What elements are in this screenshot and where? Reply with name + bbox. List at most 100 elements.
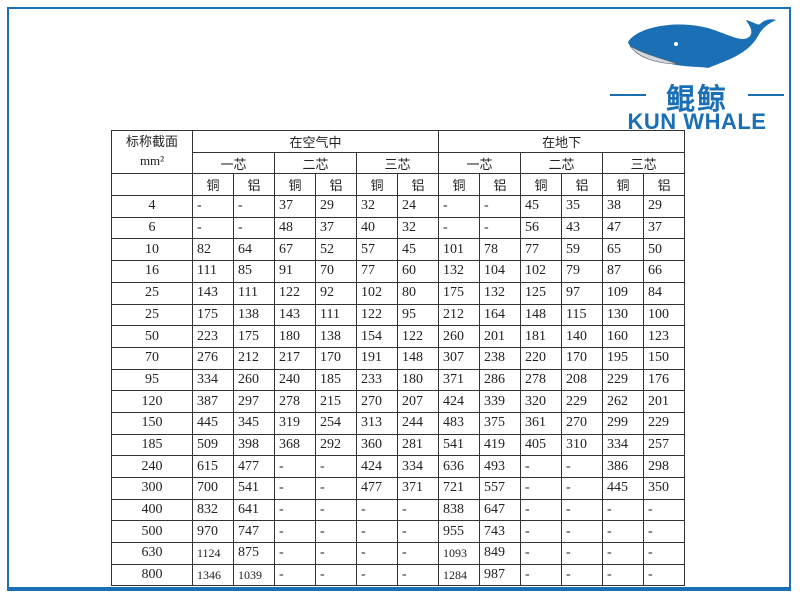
ampacity-cell: 262: [602, 390, 645, 413]
ampacity-cell: 240: [274, 368, 316, 392]
ampacity-cell: 276: [192, 346, 234, 370]
aluminum-header: 铝: [643, 173, 686, 197]
aluminum-header: 铝: [315, 173, 357, 197]
ampacity-cell: 244: [396, 411, 440, 435]
logo-dash-right: [748, 94, 784, 96]
ampacity-cell: 229: [602, 368, 645, 392]
ampacity-cell: 292: [315, 433, 357, 457]
cross-section-cell: 800: [111, 563, 193, 587]
ampacity-cell: 154: [356, 325, 398, 348]
ampacity-cell: 77: [520, 238, 563, 262]
table-row: 25 175 138 143 111 122 95 212 164 148 115 130 100: [111, 303, 686, 327]
ampacity-cell: 67: [274, 238, 316, 262]
ampacity-cell: -: [438, 195, 481, 218]
ampacity-cell: 195: [602, 346, 645, 370]
current-capacity-table: 标称截面 mm² 在空气中 在地下 一芯 二芯 三芯 一芯 二芯 三芯 铜铝铜铝铜铝铜铝铜…: [111, 129, 686, 587]
table-row: 16 111 85 91 70 77 60 132 104 102 79 87 66: [111, 260, 686, 283]
ampacity-cell: 445: [602, 477, 645, 500]
ampacity-cell: 477: [356, 477, 398, 500]
copper-header: 铜: [356, 173, 398, 197]
ampacity-cell: 320: [520, 390, 563, 413]
ampacity-cell: 150: [643, 346, 686, 370]
ampacity-cell: 45: [520, 195, 563, 218]
ampacity-cell: 286: [479, 368, 522, 392]
ampacity-cell: -: [315, 455, 357, 478]
ampacity-cell: 270: [356, 390, 398, 413]
aluminum-header: 铝: [479, 173, 522, 197]
ampacity-cell: 641: [233, 498, 275, 522]
ampacity-cell: -: [356, 563, 398, 587]
ampacity-cell: 170: [315, 346, 357, 370]
ampacity-cell: 50: [643, 238, 686, 262]
ampacity-cell: -: [356, 498, 398, 522]
ampacity-cell: 212: [438, 303, 481, 327]
ampacity-cell: 65: [602, 238, 645, 262]
ampacity-cell: 281: [396, 433, 440, 457]
ampacity-cell: 405: [520, 433, 563, 457]
ampacity-cell: 445: [192, 411, 234, 435]
copper-header: 铜: [274, 173, 316, 197]
ampacity-cell: -: [315, 477, 357, 500]
ampacity-cell: 721: [438, 477, 481, 500]
ampacity-cell: 97: [561, 281, 604, 305]
ampacity-cell: 102: [356, 281, 398, 305]
ampacity-cell: -: [520, 542, 563, 565]
copper-header: 铜: [602, 173, 645, 197]
ampacity-cell: 122: [356, 303, 398, 327]
ampacity-cell: -: [356, 520, 398, 544]
core-header: 一芯: [192, 151, 275, 175]
ampacity-cell: -: [396, 563, 440, 587]
ampacity-cell: -: [643, 563, 686, 587]
ampacity-cell: 207: [396, 390, 440, 413]
ampacity-cell: -: [479, 195, 522, 218]
logo-chinese-text: 鲲鲸: [665, 82, 728, 116]
ampacity-cell: 493: [479, 455, 522, 478]
ampacity-cell: -: [396, 542, 440, 565]
ampacity-cell: 260: [233, 368, 275, 392]
ampacity-cell: 37: [315, 216, 357, 240]
ampacity-cell: -: [274, 455, 316, 478]
ampacity-cell: -: [520, 477, 563, 500]
aluminum-header: 铝: [233, 173, 275, 197]
ampacity-cell: -: [274, 477, 316, 500]
ampacity-cell: -: [315, 563, 357, 587]
ampacity-cell: 115: [561, 303, 604, 327]
cross-section-cell: 50: [111, 325, 193, 348]
cross-section-cell: 630: [111, 542, 193, 565]
aluminum-header: 铝: [396, 173, 440, 197]
ampacity-cell: 541: [233, 477, 275, 500]
ampacity-cell: 424: [438, 390, 481, 413]
header-row-materials: 铜铝铜铝铜铝铜铝铜铝铜铝: [111, 173, 686, 197]
ampacity-cell: 100: [643, 303, 686, 327]
ampacity-cell: -: [520, 563, 563, 587]
table-row: 120 387 297 278 215 270 207 424 339 320 229 262 201: [111, 390, 686, 413]
ampacity-cell: -: [602, 520, 645, 544]
ampacity-cell: 424: [356, 455, 398, 478]
ampacity-cell: 360: [356, 433, 398, 457]
core-header: 二芯: [274, 151, 357, 175]
ampacity-cell: 743: [479, 520, 522, 544]
ampacity-cell: -: [233, 195, 275, 218]
core-header: 三芯: [602, 151, 686, 175]
table-row: 4- -37 29 32 24- -45 35 38 29: [111, 195, 686, 218]
group-header-air: 在空气中: [191, 130, 440, 153]
ampacity-cell: 148: [520, 303, 563, 327]
ampacity-cell: 361: [520, 411, 563, 435]
ampacity-cell: 82: [192, 238, 234, 262]
ampacity-cell: -: [315, 498, 357, 522]
ampacity-cell: 238: [479, 346, 522, 370]
ampacity-cell: 111: [192, 260, 234, 283]
ampacity-cell: 260: [438, 325, 481, 348]
table-row: 240 615 477- -424 334 636 493- -386 298: [111, 455, 686, 478]
ampacity-cell: 37: [274, 195, 316, 218]
ampacity-cell: -: [561, 498, 604, 522]
ampacity-cell: 220: [520, 346, 563, 370]
ampacity-cell: 201: [479, 325, 522, 348]
ampacity-cell: 180: [274, 325, 316, 348]
ampacity-cell: 223: [192, 325, 234, 348]
copper-header: 铜: [520, 173, 563, 197]
ampacity-cell: -: [561, 542, 604, 565]
ampacity-cell: -: [643, 498, 686, 522]
table-row: 95 334 260 240 185 233 180 371 286 278 208 229 176: [111, 368, 686, 392]
ampacity-cell: 180: [396, 368, 440, 392]
